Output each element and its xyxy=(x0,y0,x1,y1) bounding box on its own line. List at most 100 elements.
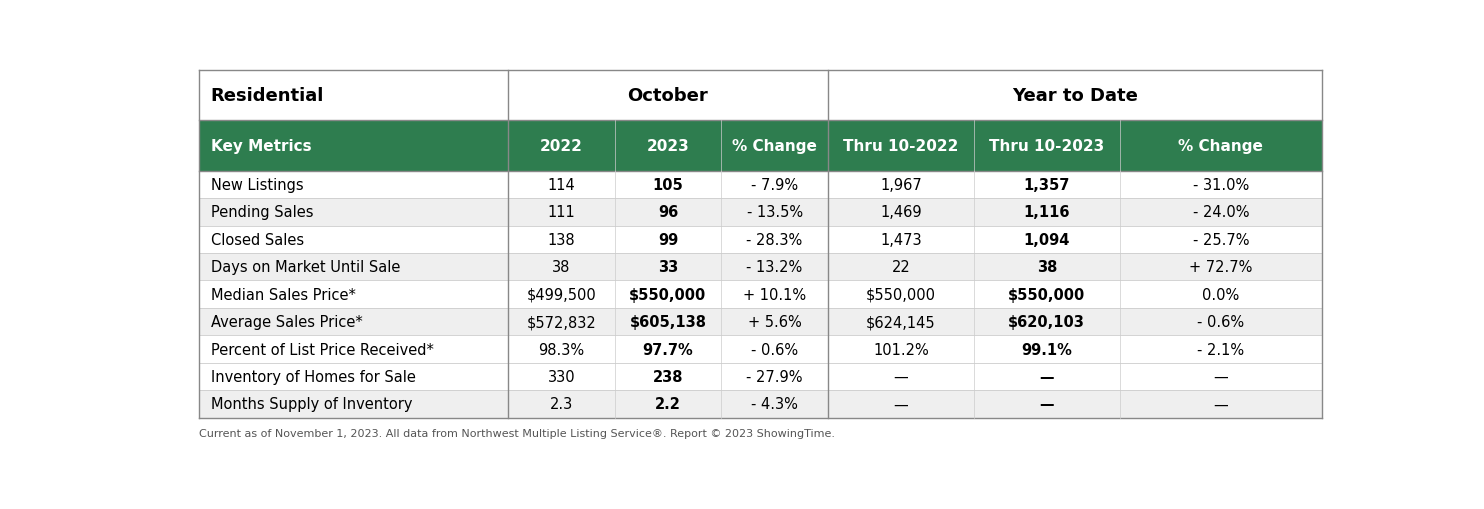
Bar xyxy=(508,226,614,253)
Bar xyxy=(199,226,508,253)
Text: Pending Sales: Pending Sales xyxy=(211,205,313,220)
Text: 96: 96 xyxy=(657,205,678,220)
Text: —: — xyxy=(1039,369,1054,384)
Bar xyxy=(508,308,614,335)
Bar xyxy=(508,390,614,418)
Bar xyxy=(1120,71,1322,121)
Bar xyxy=(828,226,974,253)
Text: Thru 10-2022: Thru 10-2022 xyxy=(843,139,959,154)
Text: - 13.2%: - 13.2% xyxy=(746,260,803,275)
Bar xyxy=(721,390,828,418)
Bar xyxy=(1120,281,1322,308)
Text: Key Metrics: Key Metrics xyxy=(211,139,312,154)
Text: New Listings: New Listings xyxy=(211,178,303,192)
Text: 2023: 2023 xyxy=(647,139,690,154)
Bar xyxy=(199,71,508,121)
Text: 1,094: 1,094 xyxy=(1024,233,1070,247)
Bar xyxy=(721,335,828,363)
Text: - 28.3%: - 28.3% xyxy=(746,233,803,247)
Bar xyxy=(1120,226,1322,253)
Bar xyxy=(1120,363,1322,390)
Bar xyxy=(828,363,974,390)
Text: —: — xyxy=(1214,369,1229,384)
Text: + 10.1%: + 10.1% xyxy=(743,287,806,302)
Text: 1,357: 1,357 xyxy=(1024,178,1070,192)
Text: 1,967: 1,967 xyxy=(880,178,922,192)
Text: 98.3%: 98.3% xyxy=(539,342,585,357)
Text: + 72.7%: + 72.7% xyxy=(1189,260,1252,275)
Bar xyxy=(721,121,828,172)
Bar xyxy=(1120,121,1322,172)
Bar xyxy=(721,308,828,335)
Text: Closed Sales: Closed Sales xyxy=(211,233,304,247)
Text: —: — xyxy=(893,369,908,384)
Text: $605,138: $605,138 xyxy=(629,315,706,329)
Bar xyxy=(1120,308,1322,335)
Bar xyxy=(974,363,1120,390)
Text: - 13.5%: - 13.5% xyxy=(746,205,803,220)
Text: $624,145: $624,145 xyxy=(867,315,936,329)
Text: % Change: % Change xyxy=(732,139,818,154)
Bar xyxy=(1120,172,1322,199)
Bar xyxy=(828,199,974,226)
Text: 1,469: 1,469 xyxy=(880,205,922,220)
Text: $550,000: $550,000 xyxy=(865,287,936,302)
Bar xyxy=(614,226,721,253)
Bar xyxy=(828,308,974,335)
Text: + 5.6%: + 5.6% xyxy=(748,315,801,329)
Bar xyxy=(199,390,508,418)
Text: 99: 99 xyxy=(657,233,678,247)
Text: - 24.0%: - 24.0% xyxy=(1193,205,1250,220)
Bar xyxy=(1120,199,1322,226)
Text: —: — xyxy=(1214,397,1229,412)
Bar xyxy=(721,199,828,226)
Bar xyxy=(508,253,614,281)
Bar xyxy=(508,199,614,226)
Text: 2.3: 2.3 xyxy=(549,397,573,412)
Text: - 25.7%: - 25.7% xyxy=(1193,233,1250,247)
Bar xyxy=(508,172,614,199)
Bar xyxy=(1120,390,1322,418)
Bar xyxy=(828,121,974,172)
Text: - 4.3%: - 4.3% xyxy=(751,397,798,412)
Bar xyxy=(199,363,508,390)
Bar xyxy=(199,121,508,172)
Bar xyxy=(828,253,974,281)
Text: 99.1%: 99.1% xyxy=(1021,342,1073,357)
Bar xyxy=(974,308,1120,335)
Bar xyxy=(614,71,721,121)
Text: $550,000: $550,000 xyxy=(1008,287,1085,302)
Bar xyxy=(974,253,1120,281)
Bar xyxy=(828,390,974,418)
Bar xyxy=(199,335,508,363)
Text: - 2.1%: - 2.1% xyxy=(1198,342,1245,357)
Bar xyxy=(199,308,508,335)
Bar xyxy=(1120,335,1322,363)
Text: Average Sales Price*: Average Sales Price* xyxy=(211,315,362,329)
Text: $499,500: $499,500 xyxy=(527,287,597,302)
Bar xyxy=(508,281,614,308)
Bar xyxy=(614,363,721,390)
Text: $572,832: $572,832 xyxy=(527,315,597,329)
Bar xyxy=(974,199,1120,226)
Text: 330: 330 xyxy=(548,369,576,384)
Bar xyxy=(199,199,508,226)
Text: 0.0%: 0.0% xyxy=(1202,287,1239,302)
Bar xyxy=(721,253,828,281)
Text: 114: 114 xyxy=(548,178,576,192)
Text: 138: 138 xyxy=(548,233,576,247)
Bar xyxy=(974,226,1120,253)
Bar xyxy=(828,172,974,199)
Bar xyxy=(974,335,1120,363)
Bar xyxy=(721,172,828,199)
Text: 22: 22 xyxy=(892,260,910,275)
Bar xyxy=(614,335,721,363)
Bar xyxy=(721,226,828,253)
Text: Thru 10-2023: Thru 10-2023 xyxy=(990,139,1104,154)
Text: —: — xyxy=(1039,397,1054,412)
Bar xyxy=(199,172,508,199)
Text: Current as of November 1, 2023. All data from Northwest Multiple Listing Service: Current as of November 1, 2023. All data… xyxy=(199,428,835,438)
Bar xyxy=(614,199,721,226)
Text: 111: 111 xyxy=(548,205,576,220)
Bar xyxy=(721,363,828,390)
